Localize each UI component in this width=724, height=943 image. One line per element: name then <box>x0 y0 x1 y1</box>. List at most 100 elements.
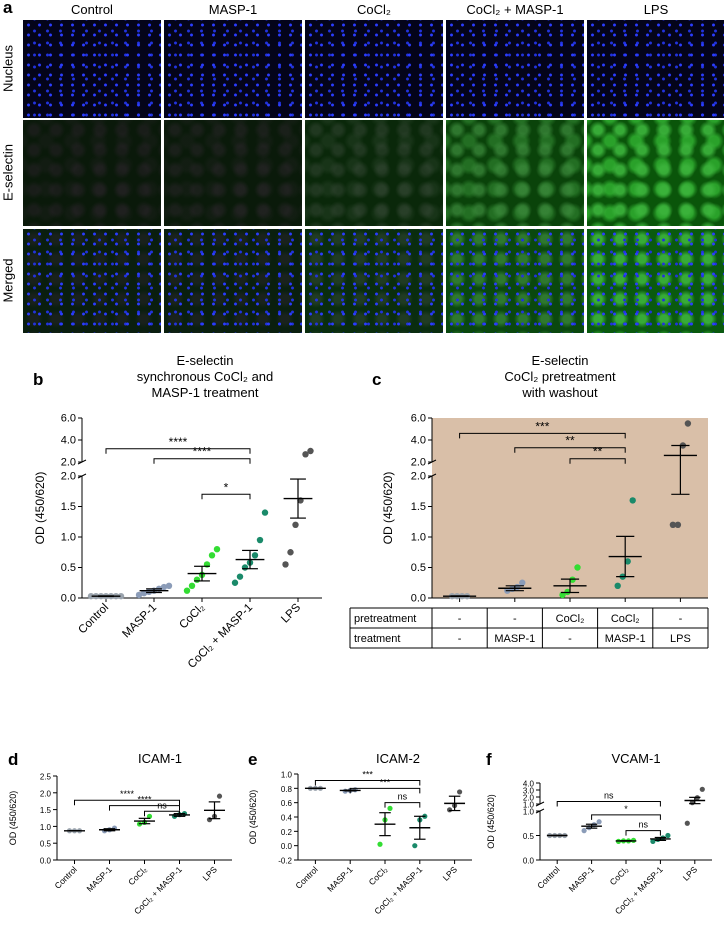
chart-b-point-4-0 <box>282 561 289 568</box>
chart-b-ytick-label-low-2: 1.0 <box>61 532 76 544</box>
chart-c-table-pretreatment-4: - <box>679 613 683 625</box>
chart-f-point-1-0 <box>581 828 587 834</box>
chart-b-point-0-0 <box>87 592 95 600</box>
chart-b-ytick-label-up-0: 2.0 <box>61 457 76 469</box>
chart-c-ytick-label-low-1: 0.5 <box>411 562 426 574</box>
chart-c-title: E-selectin CoCl₂ pretreatment with washo… <box>455 353 665 401</box>
chart-e-point-4-2 <box>457 789 463 795</box>
micrograph-eselectin-3 <box>446 120 584 226</box>
chart-e-ytick-label-2: 0.2 <box>281 828 293 837</box>
chart-f-category-label-0: Control <box>535 864 562 891</box>
chart-f-ytick-label-up-2: 3.0 <box>523 787 535 796</box>
chart-c-ytick-label-low-3: 1.5 <box>411 501 426 513</box>
chart-c-point-4-3 <box>684 420 692 427</box>
chart-d-ytick-label-1: 0.5 <box>40 840 52 849</box>
chart-c-point-3-2 <box>624 558 631 565</box>
panel-letter-a: a <box>3 0 13 17</box>
chart-d-point-4-2 <box>216 793 223 799</box>
chart-e-ytick-label-1: 0.0 <box>281 842 293 851</box>
panel-letter-c: c <box>372 370 382 389</box>
chart-d-y-label: OD (450/620) <box>8 791 18 846</box>
chart-c-ytick-label-low-0: 0.0 <box>411 593 426 605</box>
chart-c-table-pretreatment-3: CoCl₂ <box>611 613 640 625</box>
chart-c-title-line-3: with washout <box>522 385 598 400</box>
chart-f-ytick-label-up-0: 1.0 <box>523 801 535 810</box>
chart-b-title-line-3: MASP-1 treatment <box>151 385 259 400</box>
chart-e-sig-bracket-0 <box>314 779 421 786</box>
chart-d-category-label-2: CoCl₂ <box>126 864 149 887</box>
chart-c-table-treatment-1: MASP-1 <box>494 633 535 645</box>
chart-c-table-treatment-4: LPS <box>670 633 691 645</box>
chart-c-point-2-0 <box>559 591 566 599</box>
chart-d-ytick-label-0: 0.0 <box>40 857 52 866</box>
chart-b-point-4-1 <box>287 549 294 556</box>
panel-letter-b: b <box>33 370 44 389</box>
chart-d-ytick-label-4: 2.0 <box>40 789 52 798</box>
chart-f-sig-bracket-0 <box>556 801 661 807</box>
chart-d-ytick-label-3: 1.5 <box>40 806 52 815</box>
chart-f-ytick-label-up-3: 4.0 <box>523 780 535 789</box>
chart-e-y-label: OD (450/620) <box>248 790 258 845</box>
chart-b-title-line-2: synchronous CoCl₂ and <box>136 369 274 384</box>
chart-d-ytick-label-5: 2.5 <box>40 773 52 782</box>
chart-f-point-4-3 <box>699 786 705 792</box>
chart-c-ytick-label-up-1: 4.0 <box>411 435 426 447</box>
chart-b-point-0-6 <box>117 592 125 600</box>
chart-f-sig-label-1: * <box>624 804 628 814</box>
chart-c-table-treatment-label: treatment <box>354 633 400 645</box>
chart-e-sig-label-1: *** <box>380 777 391 787</box>
chart-e-ytick-label-3: 0.4 <box>281 814 293 823</box>
chart-c-table-treatment-0: - <box>458 633 462 645</box>
chart-b-ytick-label-low-4: 2.0 <box>61 471 76 483</box>
chart-e-sig-label-2: ns <box>398 792 408 802</box>
chart-f-category-label-1: MASP-1 <box>567 864 597 894</box>
chart-e-title: ICAM-2 <box>375 751 421 766</box>
chart-f-point-1-3 <box>596 819 602 825</box>
chart-e-sig-bracket-2 <box>384 802 421 808</box>
chart-b-point-3-5 <box>256 536 264 544</box>
chart-b-point-3-1 <box>236 573 244 580</box>
chart-b-point-2-2 <box>193 576 201 583</box>
chart-d-sig-label-1: **** <box>137 795 152 805</box>
chart-e-sig-bracket-1 <box>349 787 421 794</box>
chart-d-ytick-label-2: 1.0 <box>40 823 52 832</box>
chart-c-table-treatment-2: - <box>568 633 572 645</box>
micrograph-nucleus-3 <box>446 20 584 118</box>
chart-e-category-label-2: CoCl₂ <box>367 864 390 887</box>
chart-b-point-2-0 <box>183 587 191 594</box>
chart-e-category-label-1: MASP-1 <box>325 864 355 894</box>
column-label-2: CoCl₂ <box>357 2 391 17</box>
chart-f-sig-label-0: ns <box>604 791 614 801</box>
chart-c-table-treatment-3: MASP-1 <box>605 633 646 645</box>
chart-b-sig-bracket-0 <box>105 448 251 454</box>
column-label-4: LPS <box>643 2 669 17</box>
chart-b-point-4-5 <box>307 447 314 455</box>
micrograph-merged-0 <box>23 229 161 333</box>
chart-c-point-3-0 <box>614 582 621 589</box>
chart-e-point-2-0 <box>377 841 383 847</box>
chart-b-category-label-0: Control <box>76 602 111 637</box>
chart-c-point-2-2 <box>569 576 576 583</box>
chart-f-ytick-label-low-0: 0.0 <box>523 857 535 866</box>
chart-b-point-1-6 <box>165 582 173 589</box>
chart-f-ytick-label-low-1: 0.5 <box>523 832 535 841</box>
chart-b-sig-label-2: * <box>224 480 229 494</box>
chart-b-sig-bracket-2 <box>201 493 251 500</box>
chart-b-sig-label-0: **** <box>169 435 188 449</box>
chart-c-sig-bracket-0 <box>459 432 626 439</box>
chart-e-ytick-label-4: 0.6 <box>281 799 293 808</box>
chart-f-title: VCAM-1 <box>611 751 661 766</box>
chart-b-point-1-0 <box>135 591 143 599</box>
chart-b-point-2-5 <box>208 552 216 559</box>
micrograph-nucleus-4 <box>587 20 724 118</box>
chart-b-ytick-label-up-2: 6.0 <box>61 413 76 425</box>
chart-b-title: E-selectin synchronous CoCl₂ and MASP-1 … <box>95 353 315 401</box>
panel-letter-f: f <box>486 750 492 769</box>
micrograph-merged-4 <box>587 229 724 333</box>
chart-c-table-pretreatment-0: - <box>458 613 462 625</box>
chart-b-point-4-4 <box>302 451 309 458</box>
chart-b-ytick-label-low-3: 1.5 <box>61 501 76 513</box>
chart-c-point-2-1 <box>564 588 571 596</box>
column-label-1: MASP-1 <box>208 2 258 17</box>
chart-b-category-label-4: LPS <box>279 601 303 625</box>
